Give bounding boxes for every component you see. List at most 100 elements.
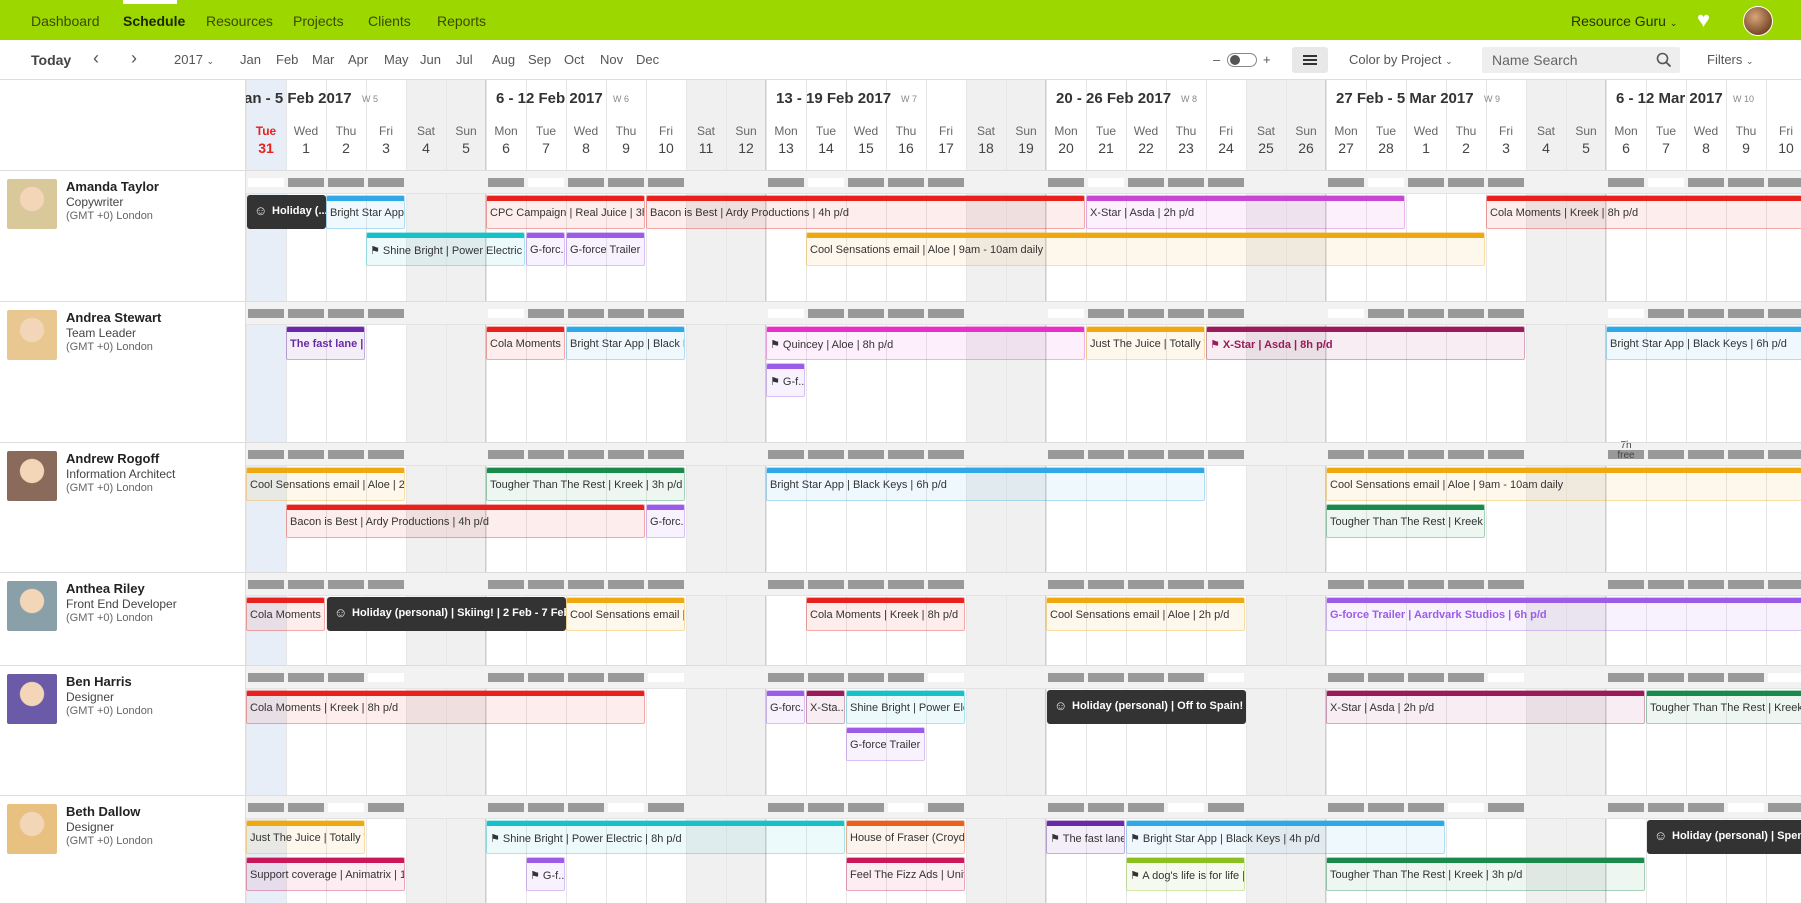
booking[interactable]: G-forc...	[526, 232, 565, 266]
booking[interactable]: ⚑ Shine Bright | Power Electric | 3...	[366, 232, 525, 266]
booking[interactable]: Bright Star App | Black Keys | 6h p/d	[766, 467, 1205, 501]
heart-icon[interactable]: ♥	[1697, 7, 1711, 32]
utilization-strip	[246, 301, 1801, 325]
booking[interactable]: Bright Star App | Black K...	[566, 326, 685, 360]
booking[interactable]: CPC Campaign | Real Juice | 3h p/d	[486, 195, 645, 229]
year-select[interactable]: 2017 ⌄	[174, 52, 214, 67]
day-number: 1	[1422, 140, 1430, 156]
booking[interactable]: ⚑ Bright Star App | Black Keys | 4h p/d	[1126, 820, 1445, 854]
day-number: 27	[1338, 140, 1354, 156]
booking[interactable]: ⚑ Shine Bright | Power Electric | 8h p/d	[486, 820, 845, 854]
booking[interactable]: Tougher Than The Rest | Kreek | 3h p/d	[1646, 690, 1801, 724]
month-may[interactable]: May	[384, 52, 409, 67]
booking[interactable]: Cool Sensations email | Aloe | 9am - 10a…	[806, 232, 1485, 266]
list-view-button[interactable]	[1292, 47, 1328, 73]
month-dec[interactable]: Dec	[636, 52, 660, 67]
name-search-input[interactable]: Name Search	[1482, 47, 1680, 73]
booking[interactable]: Tougher Than The Rest | Kreek | 7h...	[1326, 504, 1485, 538]
nav-dashboard[interactable]: Dashboard	[31, 13, 100, 29]
person-name[interactable]: Beth Dallow	[66, 804, 141, 819]
booking[interactable]: ⚑ X-Star | Asda | 8h p/d	[1206, 326, 1525, 360]
day-number: 3	[1502, 140, 1510, 156]
booking[interactable]: Cola Moments | Kreek | 8h p/d	[1486, 195, 1801, 229]
booking[interactable]: Cool Sensations email | Aloe | 9am - 10a…	[1326, 467, 1801, 501]
month-sep[interactable]: Sep	[528, 52, 552, 67]
holiday-booking[interactable]: Holiday (personal) | Spendin...	[1647, 820, 1801, 854]
person-name[interactable]: Amanda Taylor	[66, 179, 159, 194]
month-feb[interactable]: Feb	[276, 52, 299, 67]
booking[interactable]: G-force Trailer | Aardvark Studios | 6h …	[1326, 597, 1801, 631]
booking[interactable]: ⚑ Quincey | Aloe | 8h p/d	[766, 326, 1085, 360]
booking[interactable]: Cool Sensations email | Aloe | 2h p...	[246, 467, 405, 501]
month-jun[interactable]: Jun	[420, 52, 441, 67]
zoom-out-button[interactable]: –	[1213, 52, 1221, 67]
holiday-booking[interactable]: Holiday (personal) | Off to Spain! | 20 …	[1047, 690, 1246, 724]
month-jan[interactable]: Jan	[240, 52, 261, 67]
account-menu[interactable]: Resource Guru ⌄	[1571, 13, 1677, 29]
booking[interactable]: Just The Juice | Totally Tr...	[246, 820, 365, 854]
booking[interactable]: Cola Moments | Kreek | 8h p/d	[806, 597, 965, 631]
booking[interactable]: The fast lane | ...	[286, 326, 365, 360]
zoom-toggle[interactable]	[1227, 53, 1257, 67]
month-apr[interactable]: Apr	[348, 52, 369, 67]
booking[interactable]: Tougher Than The Rest | Kreek | 3h p/d	[486, 467, 685, 501]
booking[interactable]: G-forc...	[766, 690, 805, 724]
day-column	[326, 80, 366, 903]
day-number: 22	[1138, 140, 1154, 156]
booking[interactable]: Cool Sensations email | Aloe | 2h p/d	[1046, 597, 1245, 631]
booking[interactable]: X-Star | Asda | 2h p/d	[1326, 690, 1645, 724]
person-name[interactable]: Andrew Rogoff	[66, 451, 160, 466]
utilization-cell	[1048, 673, 1084, 682]
booking[interactable]: ⚑ G-f...	[526, 857, 565, 891]
booking[interactable]: Support coverage | Animatrix | 1h ...	[246, 857, 405, 891]
month-jul[interactable]: Jul	[456, 52, 473, 67]
filters-button[interactable]: Filters ⌄	[1707, 52, 1754, 67]
booking[interactable]: House of Fraser (Croydon...	[846, 820, 965, 854]
month-aug[interactable]: Aug	[492, 52, 516, 67]
nav-schedule[interactable]: Schedule	[123, 13, 186, 29]
holiday-booking[interactable]: Holiday (...	[247, 195, 326, 229]
booking[interactable]: Bright Star App...	[326, 195, 405, 229]
nav-projects[interactable]: Projects	[293, 13, 344, 29]
person-name[interactable]: Anthea Riley	[66, 581, 145, 596]
booking[interactable]: Cola Moments ...	[246, 597, 325, 631]
schedule-grid[interactable]: Tue 31 Wed 1 Thu 2 Fri 3 Sat 4 Sun 5 Mon 6 Tue 7 Wed 8 Thu…	[246, 80, 1801, 903]
booking[interactable]: X-Star | Asda | 2h p/d	[1086, 195, 1405, 229]
booking-label: Cool Sensations email | Aloe | 2h p/d	[1050, 609, 1230, 621]
nav-resources[interactable]: Resources	[206, 13, 273, 29]
month-mar[interactable]: Mar	[312, 52, 335, 67]
booking[interactable]: Bacon is Best | Ardy Productions | 4h p/…	[286, 504, 645, 538]
zoom-in-button[interactable]: +	[1263, 52, 1271, 67]
month-nov[interactable]: Nov	[600, 52, 624, 67]
nav-clients[interactable]: Clients	[368, 13, 411, 29]
booking[interactable]: X-Sta...	[806, 690, 845, 724]
booking[interactable]: Cool Sensations email | A...	[566, 597, 685, 631]
booking[interactable]: Cola Moments | Kreek | 8h p/d	[246, 690, 645, 724]
booking[interactable]: Cola Moments |...	[486, 326, 565, 360]
booking[interactable]: Shine Bright | Power Elec...	[846, 690, 965, 724]
booking[interactable]: Bright Star App | Black Keys | 6h p/d	[1606, 326, 1801, 360]
booking[interactable]: Tougher Than The Rest | Kreek | 3h p/d	[1326, 857, 1645, 891]
person-name[interactable]: Ben Harris	[66, 674, 132, 689]
booking[interactable]: G-force Trailer |...	[846, 727, 925, 761]
day-column	[366, 80, 406, 903]
color-by-select[interactable]: Color by Project ⌄	[1349, 52, 1453, 67]
booking[interactable]: G-forc...	[646, 504, 685, 538]
month-oct[interactable]: Oct	[564, 52, 585, 67]
person-name[interactable]: Andrea Stewart	[66, 310, 162, 325]
booking[interactable]: ⚑ G-f...	[766, 363, 805, 397]
booking[interactable]: ⚑ The fast lane...	[1046, 820, 1125, 854]
user-avatar[interactable]	[1743, 6, 1773, 36]
booking[interactable]: Feel The Fizz Ads | Unite...	[846, 857, 965, 891]
booking[interactable]: Just The Juice | Totally Tr...	[1086, 326, 1205, 360]
utilization-cell	[1128, 580, 1164, 589]
today-button[interactable]: Today	[31, 52, 72, 68]
prev-arrow-icon[interactable]: ‹	[93, 48, 99, 68]
next-arrow-icon[interactable]: ›	[131, 48, 137, 68]
booking[interactable]: Bacon is Best | Ardy Productions | 4h p/…	[646, 195, 1085, 229]
holiday-booking[interactable]: Holiday (personal) | Skiing! | 2 Feb - 7…	[327, 597, 566, 631]
nav-reports[interactable]: Reports	[437, 13, 487, 29]
booking[interactable]: G-force Trailer |...	[566, 232, 645, 266]
booking[interactable]: ⚑ A dog's life is for life | ...	[1126, 857, 1245, 891]
week-number: W 5	[362, 94, 379, 104]
